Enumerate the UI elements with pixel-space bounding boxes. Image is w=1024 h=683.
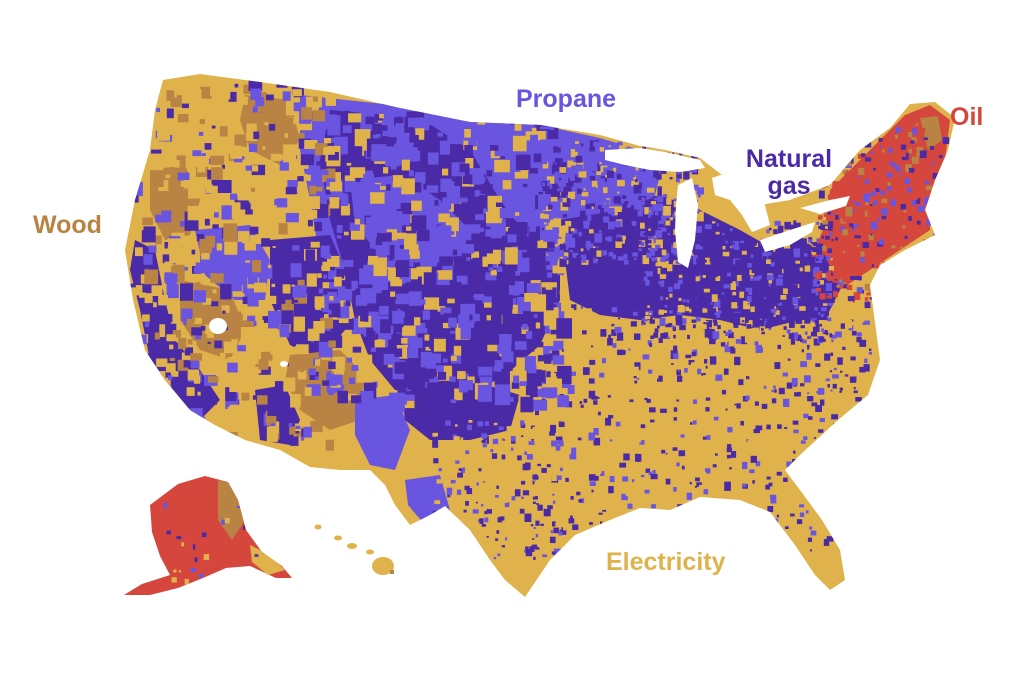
great-lakes [209, 148, 850, 367]
wood-region-arizona [285, 350, 365, 430]
hawaii-wood-spot [390, 570, 394, 574]
hawaii-island-4 [366, 549, 374, 555]
lake-salt [209, 318, 227, 334]
oil-region-northeast [810, 105, 950, 290]
natural-gas-label: Natural gas [733, 146, 845, 200]
electricity-label: Electricity [606, 548, 726, 576]
propane-region-new-mexico [355, 395, 410, 470]
propane-label: Propane [516, 85, 617, 113]
lake-3 [712, 170, 770, 232]
oil-label: Oil [950, 103, 984, 131]
wood-label: Wood [33, 211, 102, 239]
natural-gas-label-line2: gas [767, 172, 811, 200]
hawaii-island-3 [347, 543, 357, 549]
speckle-texas [431, 420, 564, 563]
hawaii-island-2 [334, 535, 342, 541]
hawaii-island-5 [372, 557, 394, 575]
alaska-southeast [250, 545, 285, 575]
hawaii-island-1 [314, 524, 322, 530]
alaska-region [124, 476, 292, 595]
lake-5 [800, 196, 850, 214]
natural-gas-label-line1: Natural [745, 145, 833, 173]
lake-1 [605, 148, 705, 172]
natural-gas-region-great-lakes [560, 195, 820, 330]
alaska-oil-base [124, 476, 292, 595]
lake-small [280, 361, 288, 367]
lake-2 [675, 178, 698, 268]
hawaii-region [314, 524, 394, 575]
wood-region-maine [920, 116, 942, 150]
lake-4 [760, 222, 815, 252]
